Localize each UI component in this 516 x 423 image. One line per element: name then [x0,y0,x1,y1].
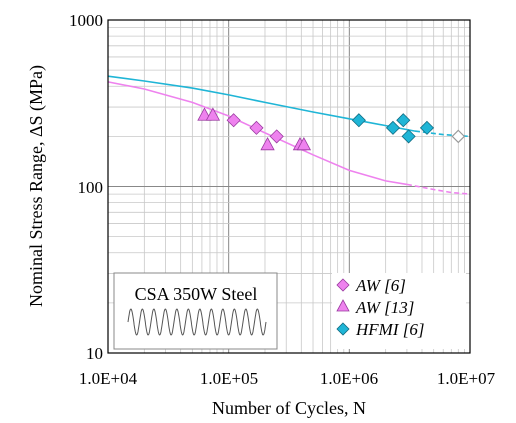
data-point-diamond [226,113,241,128]
sn-curve-1 [406,183,471,195]
x-axis-label: Number of Cycles, N [212,398,366,418]
legend-marker-aw6 [336,278,350,292]
data-point-diamond [269,129,284,144]
data-markers [197,107,466,151]
y-tick-label-1000: 1000 [69,11,103,30]
legend-marker-hfmi6 [336,322,350,336]
y-tick-label-10: 10 [86,344,103,363]
sn-curve-2 [107,75,416,132]
legend-label-aw6: AW [6] [355,276,406,295]
x-tick-label-1e6: 1.0E+06 [320,369,378,388]
x-tick-label-1e4: 1.0E+04 [79,369,138,388]
data-point-diamond [396,113,411,128]
sine-wave-icon [127,308,267,336]
legend-marker-aw13 [336,299,350,312]
plot-frame [107,19,471,354]
data-point-diamond [351,113,366,128]
legend-label-hfmi6: HFMI [6] [355,320,424,339]
sn-curve-0 [107,81,408,186]
y-axis-label: Nominal Stress Range, ΔS (MPa) [26,65,47,307]
inset-label: CSA 350W Steel [135,284,258,304]
data-point-diamond [249,120,264,135]
data-point-diamond [419,120,435,135]
data-point-diamond-open [451,129,466,144]
legend: AW [6] AW [13] HFMI [6] [332,273,466,349]
x-tick-label-1e7: 1.0E+07 [437,369,496,388]
legend-frame [332,273,466,349]
data-point-diamond [385,120,401,135]
y-tick-label-100: 100 [78,178,104,197]
x-tick-label-1e5: 1.0E+05 [200,369,258,388]
data-point-triangle [260,136,275,151]
legend-label-aw13: AW [13] [355,298,414,317]
inset-box: CSA 350W Steel [113,272,278,350]
sn-curves [107,75,471,195]
data-point-diamond [401,129,416,144]
data-point-triangle [296,136,312,151]
data-point-triangle [205,107,221,121]
